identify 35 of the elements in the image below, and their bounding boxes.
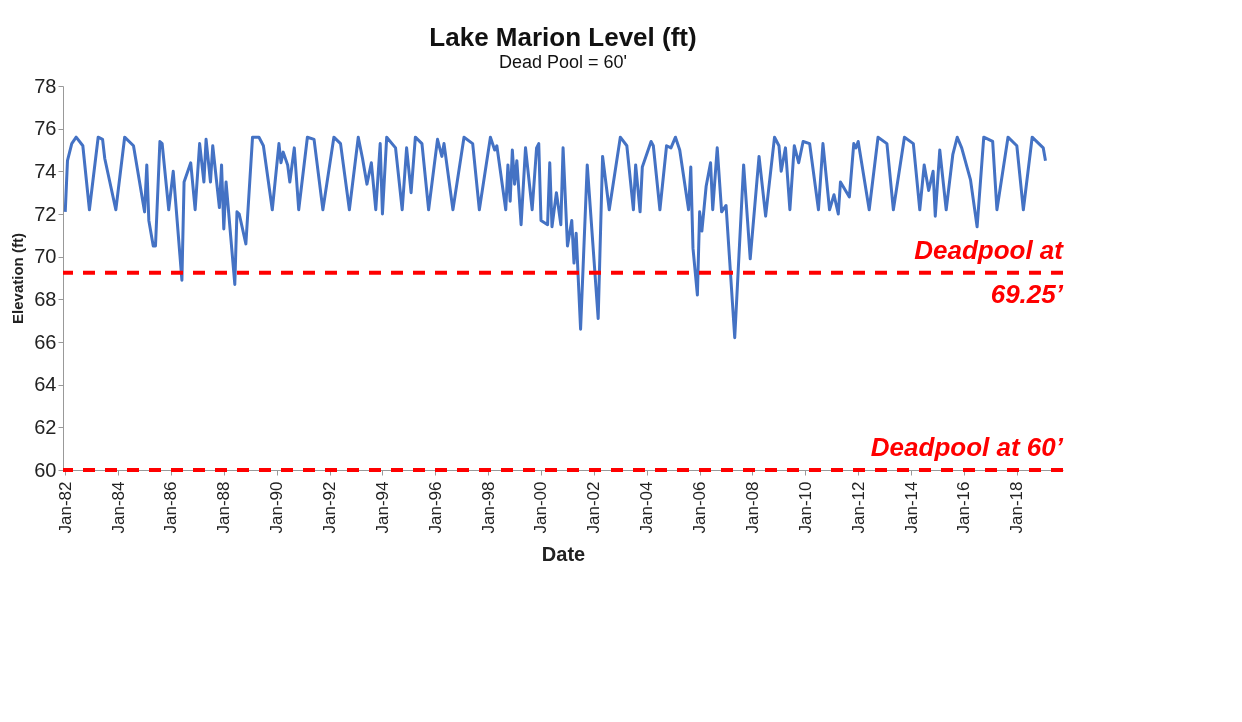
x-tick-label: Jan-10	[795, 481, 815, 534]
y-tick-label: 76	[34, 117, 57, 140]
y-tick-label: 60	[34, 458, 57, 481]
y-tick-label: 74	[34, 159, 57, 182]
y-tick-label: 62	[34, 415, 57, 438]
chart-subtitle: Dead Pool = 60'	[498, 52, 628, 72]
x-tick-label: Jan-14	[901, 481, 921, 534]
y-tick-label: 72	[34, 202, 57, 225]
x-tick-label: Jan-00	[531, 481, 551, 534]
y-tick-label: 64	[34, 373, 57, 396]
y-axis-title: Elevation (ft)	[9, 233, 27, 324]
x-tick-label: Jan-98	[478, 481, 498, 534]
x-tick-label: Jan-02	[584, 481, 604, 534]
x-tick-label: Jan-92	[320, 481, 340, 534]
x-tick-label: Jan-84	[108, 481, 128, 534]
x-axis-title: Date	[541, 543, 586, 566]
x-tick-label: Jan-16	[954, 481, 974, 534]
y-tick-label: 78	[34, 74, 57, 97]
y-tick-label: 68	[34, 287, 57, 310]
y-tick-label: 70	[34, 245, 57, 268]
ref-line-label: Deadpool at 69.25’	[914, 234, 1065, 309]
x-tick-label: Jan-12	[848, 481, 868, 534]
x-tick-label: Jan-86	[161, 481, 181, 534]
x-tick-label: Jan-88	[214, 481, 234, 534]
x-tick-label: Jan-90	[267, 481, 287, 534]
x-tick-label: Jan-08	[742, 481, 762, 534]
x-tick-label: Jan-94	[372, 481, 392, 534]
x-tick-label: Jan-82	[55, 481, 75, 534]
x-tick-label: Jan-04	[637, 481, 657, 534]
ref-line-label: Deadpool at 60’	[870, 432, 1064, 462]
x-tick-label: Jan-96	[425, 481, 445, 534]
x-tick-label: Jan-18	[1007, 481, 1027, 534]
y-tick-label: 66	[34, 330, 57, 353]
x-tick-label: Jan-06	[690, 481, 710, 534]
chart-title: Lake Marion Level (ft)	[429, 22, 697, 52]
